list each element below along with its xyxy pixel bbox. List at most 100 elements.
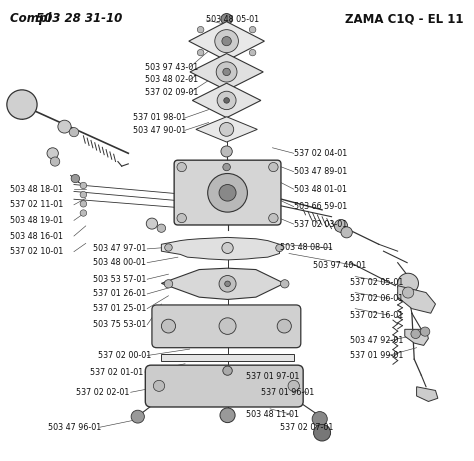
Text: 537 01 98-01: 537 01 98-01 bbox=[133, 113, 186, 122]
Text: 537 02 10-01: 537 02 10-01 bbox=[10, 247, 64, 256]
Circle shape bbox=[398, 273, 419, 294]
Circle shape bbox=[269, 162, 278, 171]
Circle shape bbox=[80, 191, 87, 198]
Circle shape bbox=[177, 162, 186, 171]
Text: 503 66 59-01: 503 66 59-01 bbox=[294, 202, 347, 211]
Circle shape bbox=[216, 62, 237, 82]
Text: 537 01 25-01: 537 01 25-01 bbox=[93, 304, 146, 313]
Text: Compl: Compl bbox=[10, 12, 55, 25]
Circle shape bbox=[221, 146, 232, 157]
Circle shape bbox=[50, 157, 60, 166]
Polygon shape bbox=[190, 53, 263, 90]
Circle shape bbox=[420, 327, 430, 336]
Circle shape bbox=[277, 319, 292, 333]
Circle shape bbox=[80, 201, 87, 207]
Text: 503 48 00-01: 503 48 00-01 bbox=[93, 258, 146, 267]
Text: 537 01 99-01: 537 01 99-01 bbox=[350, 351, 404, 360]
Circle shape bbox=[223, 163, 230, 171]
Circle shape bbox=[222, 242, 233, 254]
Circle shape bbox=[281, 280, 289, 288]
Circle shape bbox=[80, 210, 87, 216]
Polygon shape bbox=[192, 83, 261, 118]
Circle shape bbox=[80, 182, 87, 189]
Circle shape bbox=[131, 410, 145, 423]
Circle shape bbox=[276, 244, 283, 252]
Circle shape bbox=[223, 68, 230, 76]
Circle shape bbox=[154, 380, 164, 391]
Circle shape bbox=[208, 173, 247, 212]
Text: 537 02 04-01: 537 02 04-01 bbox=[294, 149, 347, 158]
Text: 503 48 05-01: 503 48 05-01 bbox=[206, 16, 259, 24]
Text: 503 47 92-01: 503 47 92-01 bbox=[350, 337, 404, 345]
Text: 537 01 26-01: 537 01 26-01 bbox=[93, 290, 146, 298]
Circle shape bbox=[219, 276, 236, 292]
Circle shape bbox=[223, 149, 230, 156]
Text: 537 02 05-01: 537 02 05-01 bbox=[350, 278, 404, 287]
Circle shape bbox=[222, 36, 231, 46]
Circle shape bbox=[219, 318, 236, 334]
Polygon shape bbox=[405, 329, 428, 345]
Circle shape bbox=[164, 244, 172, 251]
Text: 537 02 06-01: 537 02 06-01 bbox=[350, 294, 404, 303]
Circle shape bbox=[215, 30, 238, 53]
Text: ZAMA C1Q - EL 11: ZAMA C1Q - EL 11 bbox=[346, 12, 464, 25]
Circle shape bbox=[269, 213, 278, 223]
Circle shape bbox=[312, 412, 327, 426]
Text: 503 48 19-01: 503 48 19-01 bbox=[10, 216, 63, 225]
Text: 537 02 09-01: 537 02 09-01 bbox=[145, 88, 198, 97]
Polygon shape bbox=[161, 268, 284, 300]
Text: 503 97 40-01: 503 97 40-01 bbox=[313, 261, 366, 270]
Circle shape bbox=[219, 123, 234, 136]
Circle shape bbox=[161, 319, 175, 333]
Text: 537 02 00-01: 537 02 00-01 bbox=[98, 351, 151, 360]
Text: 537 01 97-01: 537 01 97-01 bbox=[246, 372, 300, 381]
Circle shape bbox=[157, 224, 165, 232]
Text: 537 02 03-01: 537 02 03-01 bbox=[294, 219, 347, 229]
Circle shape bbox=[164, 280, 173, 288]
Circle shape bbox=[221, 13, 232, 24]
Text: 537 02 11-01: 537 02 11-01 bbox=[10, 200, 64, 209]
Text: 537 02 16-01: 537 02 16-01 bbox=[350, 311, 404, 319]
Text: 503 75 53-01: 503 75 53-01 bbox=[93, 320, 146, 329]
Circle shape bbox=[197, 49, 204, 56]
Text: 537 02 07-01: 537 02 07-01 bbox=[280, 423, 333, 431]
Polygon shape bbox=[417, 387, 438, 402]
Polygon shape bbox=[196, 117, 257, 142]
Text: 503 47 90-01: 503 47 90-01 bbox=[133, 126, 186, 135]
Polygon shape bbox=[161, 237, 280, 260]
Polygon shape bbox=[161, 354, 294, 361]
Circle shape bbox=[219, 184, 236, 201]
Circle shape bbox=[249, 26, 256, 33]
Circle shape bbox=[71, 174, 80, 183]
Circle shape bbox=[7, 90, 37, 119]
FancyBboxPatch shape bbox=[146, 365, 303, 407]
Circle shape bbox=[224, 98, 229, 103]
Circle shape bbox=[69, 128, 79, 137]
Text: 503 97 43-01: 503 97 43-01 bbox=[145, 63, 198, 72]
Text: Apen­sed.io: Apen­sed.io bbox=[209, 246, 246, 251]
Circle shape bbox=[220, 408, 235, 423]
Text: 537 01 96-01: 537 01 96-01 bbox=[261, 388, 314, 397]
Circle shape bbox=[58, 120, 71, 133]
Circle shape bbox=[314, 425, 330, 441]
Circle shape bbox=[288, 380, 300, 391]
Circle shape bbox=[177, 213, 186, 223]
Text: 503 53 57-01: 503 53 57-01 bbox=[93, 275, 146, 284]
Circle shape bbox=[402, 287, 414, 298]
Text: 537 02 01-01: 537 02 01-01 bbox=[91, 367, 144, 377]
Circle shape bbox=[334, 219, 347, 232]
Text: 503 48 18-01: 503 48 18-01 bbox=[10, 185, 63, 194]
Text: 503 48 08-01: 503 48 08-01 bbox=[280, 243, 333, 253]
Text: 503 48 01-01: 503 48 01-01 bbox=[294, 185, 346, 194]
FancyBboxPatch shape bbox=[174, 160, 281, 225]
Circle shape bbox=[341, 227, 352, 238]
Text: 503 47 97-01: 503 47 97-01 bbox=[93, 244, 146, 254]
Circle shape bbox=[217, 91, 236, 110]
Circle shape bbox=[223, 366, 232, 375]
Text: 503 47 96-01: 503 47 96-01 bbox=[48, 423, 101, 431]
Circle shape bbox=[47, 148, 58, 159]
Circle shape bbox=[411, 329, 420, 338]
Text: 503 28 31-10: 503 28 31-10 bbox=[36, 12, 122, 25]
Circle shape bbox=[225, 281, 230, 287]
Text: 503 48 02-01: 503 48 02-01 bbox=[145, 75, 198, 84]
